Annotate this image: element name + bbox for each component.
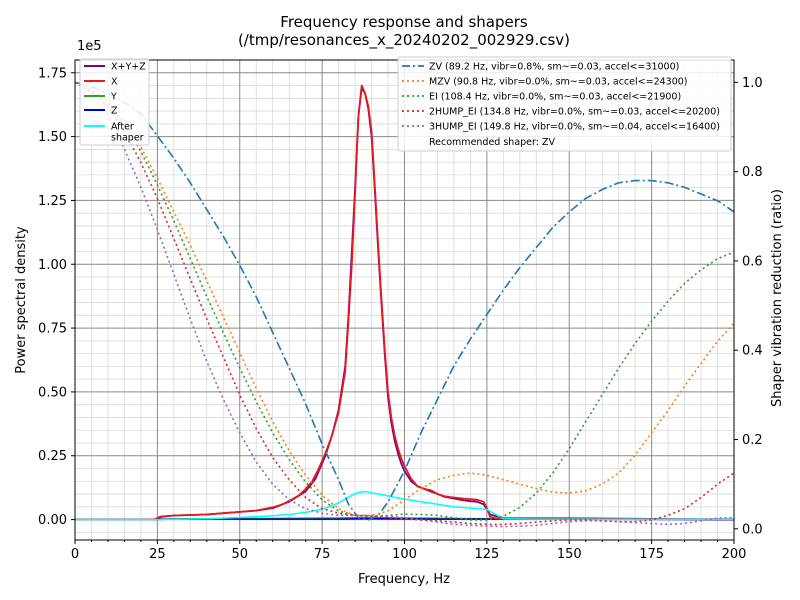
y-tick-label: 1.25 [38,194,67,209]
y-scale-label: 1e5 [77,39,102,54]
y2-tick-label: 0.4 [742,344,763,359]
y-tick-label: 0.25 [38,449,67,464]
x-tick-label: 25 [149,547,166,562]
y-tick-label: 0.00 [38,513,67,528]
y2-tick-label: 0.6 [742,254,763,269]
series-line-after-shaper [75,490,734,521]
x-axis-ticks: 0 25 50 75 100 125 150 175 200 [71,540,747,562]
y2-axis-label: Shaper vibration reduction (ratio) [770,189,785,407]
legend-label: ZV (89.2 Hz, vibr=0.8%, sm~=0.03, accel<… [429,62,679,73]
y-axis-ticks: 0.00 0.25 0.50 0.75 1.00 1.25 1.50 1.75 [38,66,75,528]
series-line-x [75,84,734,521]
series-line-mzv [74,81,735,517]
legend-label: MZV (90.8 Hz, vibr=0.0%, sm~=0.03, accel… [429,77,688,88]
legend-label: 2HUMP_EI (134.8 Hz, vibr=0.0%, sm~=0.03,… [429,107,720,118]
x-tick-label: 150 [557,547,582,562]
y-tick-label: 0.75 [38,322,67,337]
y-tick-label: 1.00 [38,258,67,273]
legend-shapers: ZV (89.2 Hz, vibr=0.8%, sm~=0.03, accel<… [397,56,732,152]
x-tick-label: 200 [722,547,747,562]
x-tick-label: 0 [71,547,79,562]
chart-subtitle: (/tmp/resonances_x_20240202_002929.csv) [238,31,570,50]
y-tick-label: 1.50 [38,130,67,145]
x-tick-label: 75 [314,547,331,562]
legend-label: Z [111,106,118,117]
y-tick-label: 1.75 [38,66,67,81]
x-axis-label: Frequency, Hz [358,572,450,587]
recommended-shaper-label: Recommended shaper: ZV [429,137,555,148]
legend-label: After [111,122,134,133]
x-tick-label: 50 [231,547,248,562]
x-tick-label: 125 [474,547,499,562]
legend-label: Y [110,92,117,103]
series-line-3hump-ei [74,81,735,528]
legend-box [397,56,732,152]
legend-label: shaper [111,133,144,144]
y-tick-label: 0.50 [38,385,67,400]
legend-label: X+Y+Z [111,62,146,73]
legend-label: X [111,77,118,88]
chart-title: Frequency response and shapers [280,13,528,31]
legend-label: EI (108.4 Hz, vibr=0.0%, sm~=0.03, accel… [429,92,681,103]
shaper-series [74,81,735,528]
y2-axis-ticks: 0.0 0.2 0.4 0.6 0.8 1.0 [734,76,763,537]
y2-tick-label: 0.0 [742,522,763,537]
legend-label: 3HUMP_EI (149.8 Hz, vibr=0.0%, sm~=0.04,… [429,122,720,133]
x-tick-label: 100 [392,547,417,562]
y2-tick-label: 0.2 [742,433,763,448]
psd-series [75,84,735,521]
y2-tick-label: 0.8 [742,165,763,180]
y-axis-label: Power spectral density [14,226,29,374]
y2-tick-label: 1.0 [742,76,763,91]
series-line-zv [74,81,735,521]
x-tick-label: 175 [639,547,664,562]
